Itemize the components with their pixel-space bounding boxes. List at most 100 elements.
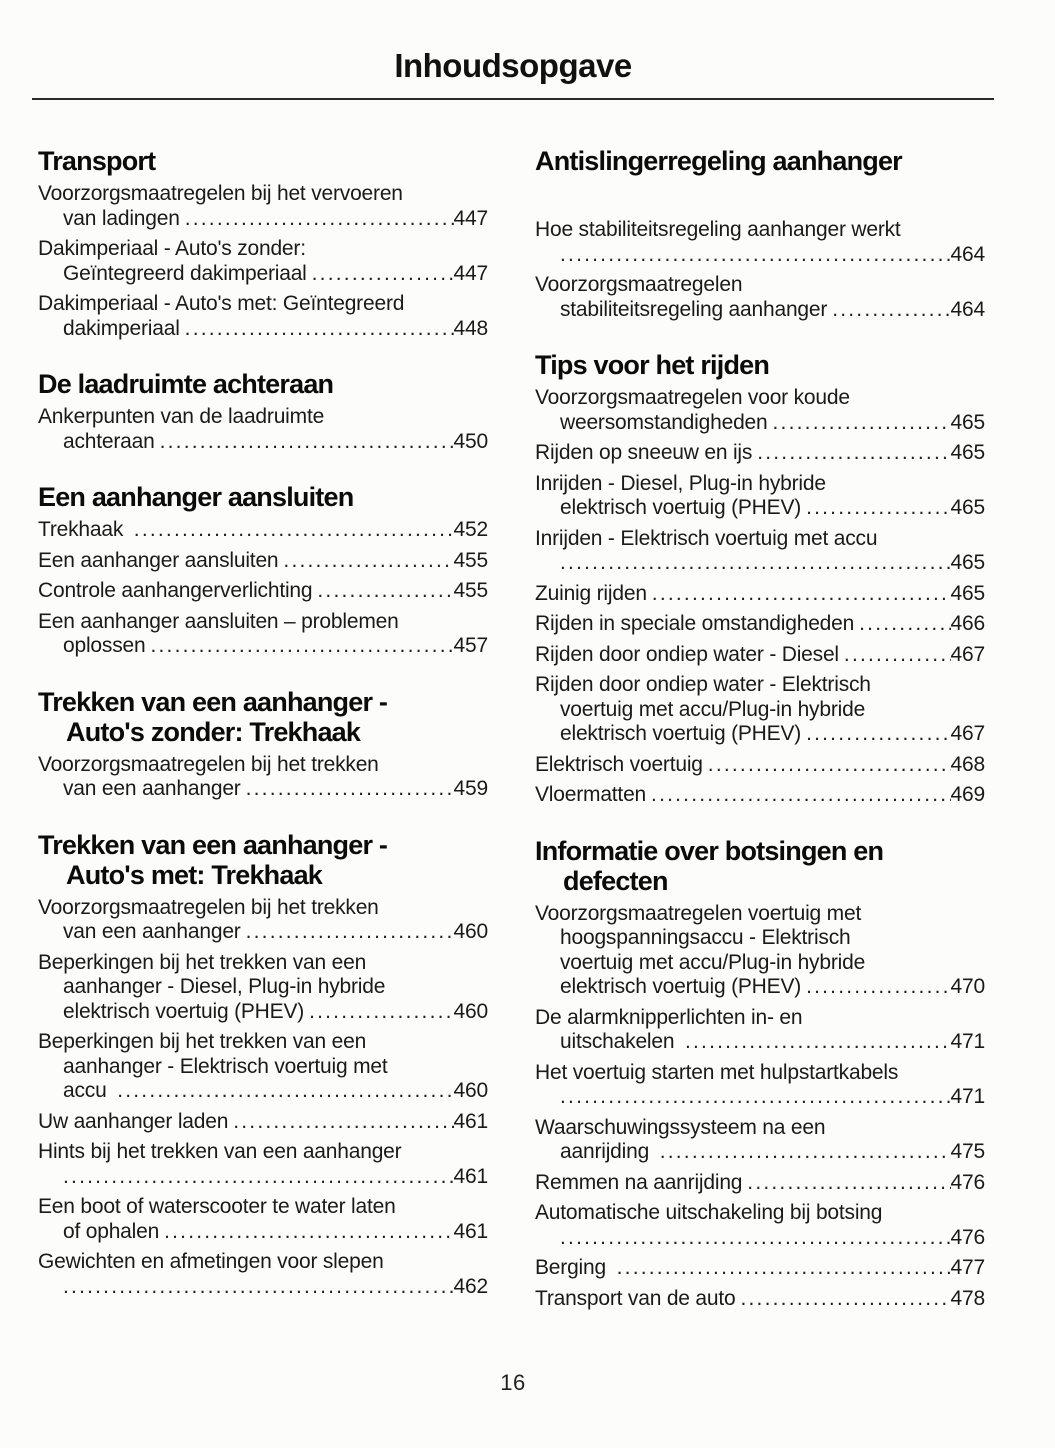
- toc-entry: Automatische uitschakeling bij botsing..…: [535, 1201, 985, 1250]
- toc-entry-text: weersomstandigheden: [560, 410, 768, 434]
- page-ref: 465: [950, 496, 986, 519]
- dot-leader: ........................................…: [309, 999, 454, 1023]
- toc-entry: Beperkingen bij het trekken van een aanha…: [38, 1030, 488, 1104]
- toc-section-heading: Transport: [38, 146, 488, 176]
- toc-section-heading-line: Auto's zonder: Trekhaak: [66, 716, 361, 747]
- toc-entry-text: Dakimperiaal - Auto's zonder:: [38, 237, 306, 260]
- toc-entry-text: Trekhaak: [38, 518, 129, 541]
- page-ref: 478: [950, 1286, 986, 1310]
- toc-column-right: Antislingerregeling aanhanger Hoe stabili…: [535, 146, 985, 1311]
- toc-section-heading: Een aanhanger aansluiten: [38, 482, 488, 512]
- dot-leader: ........................................…: [184, 206, 454, 230]
- page-ref: 448: [453, 316, 489, 340]
- title-divider: [32, 98, 994, 100]
- toc-entry-text: Een aanhanger aansluiten – problemen: [38, 609, 399, 633]
- toc-entry-text: van een aanhanger: [63, 920, 241, 943]
- dot-leader: ........................................…: [311, 261, 454, 285]
- toc-section: De laadruimte achteraan Ankerpunten van d…: [38, 369, 488, 454]
- toc-entry: Zuinig rijden...........................…: [535, 582, 985, 607]
- toc-entry-line: van een aanhanger.......................…: [38, 777, 488, 802]
- page-ref: 461: [453, 1164, 489, 1188]
- toc-entry-line: Inrijden - Diesel, Plug-in hybride: [535, 472, 985, 497]
- toc-section-heading: Tips voor het rijden: [535, 350, 985, 380]
- toc-entry-line: of ophalen..............................…: [38, 1220, 488, 1245]
- dot-leader: ........................................…: [560, 242, 951, 266]
- toc-entry-text: elektrisch voertuig (PHEV): [560, 975, 802, 998]
- toc-entry: Elektrisch voertuig.....................…: [535, 753, 985, 778]
- toc-entry-line: De alarmknipperlichten in- en: [535, 1006, 985, 1031]
- page-ref: 455: [453, 579, 489, 602]
- toc-entry-text: Een aanhanger aansluiten: [38, 548, 279, 572]
- toc-entry-line: stabiliteitsregeling aanhanger..........…: [535, 298, 985, 323]
- toc-entry-text: Waarschuwingssysteem na een: [535, 1115, 826, 1139]
- toc-entry-text: Transport van de auto: [535, 1286, 736, 1310]
- dot-leader: ........................................…: [560, 551, 951, 574]
- toc-entry-text: Controle aanhangerverlichting: [38, 579, 313, 602]
- dot-leader: ........................................…: [806, 496, 951, 519]
- dot-leader: ........................................…: [233, 1109, 453, 1133]
- page-ref: 471: [950, 1030, 986, 1053]
- toc-entry: Controle aanhangerverlichting...........…: [38, 579, 488, 604]
- toc-entry-text: Een boot of waterscooter te water laten: [38, 1195, 396, 1218]
- toc-entry-line: elektrisch voertuig (PHEV)..............…: [38, 1000, 488, 1025]
- toc-entry: Hints bij het trekken van een aanhanger.…: [38, 1140, 488, 1189]
- dot-leader: ........................................…: [560, 1085, 951, 1108]
- toc-entry-line: Rijden door ondiep water - Elektrisch: [535, 673, 985, 698]
- toc-entry-text: Voorzorgsmaatregelen bij het trekken: [38, 752, 379, 776]
- page-number: 16: [500, 1370, 526, 1395]
- toc-entry-line: van ladingen............................…: [38, 207, 488, 232]
- toc-entry-text: Voorzorgsmaatregelen voor koude: [535, 386, 850, 409]
- page-ref: 471: [950, 1085, 986, 1108]
- toc-entry: Ankerpunten van de laadruimte achteraan..…: [38, 405, 488, 454]
- toc-entry-text: elektrisch voertuig (PHEV): [560, 496, 802, 519]
- toc-entry-line: uitschakelen ...........................…: [535, 1030, 985, 1055]
- toc-entry: Inrijden - Diesel, Plug-in hybride elektr…: [535, 472, 985, 521]
- toc-entry: Berging ................................…: [535, 1256, 985, 1281]
- toc-section: Trekken van een aanhanger - Auto's met: T…: [38, 830, 488, 1300]
- dot-leader: ........................................…: [707, 752, 951, 776]
- toc-entry-line: Voorzorgsmaatregelen voor koude: [535, 386, 985, 411]
- toc-section: Antislingerregeling aanhanger Hoe stabili…: [535, 146, 985, 322]
- toc-entry: Dakimperiaal - Auto's met: Geïntegreerd d…: [38, 292, 488, 341]
- toc-entry-line: Voorzorgsmaatregelen voertuig met: [535, 902, 985, 927]
- toc-entry-line: ........................................…: [535, 1085, 985, 1110]
- toc-entry-line: Hoe stabiliteitsregeling aanhanger werkt: [535, 218, 985, 243]
- toc-entry-line: Rijden door ondiep water - Diesel.......…: [535, 643, 985, 668]
- toc-entry: Rijden op sneeuw en ijs.................…: [535, 441, 985, 466]
- toc-entry-text: Inrijden - Elektrisch voertuig met accu: [535, 526, 878, 550]
- toc-entry-text: Inrijden - Diesel, Plug-in hybride: [535, 471, 826, 495]
- toc-entry-line: Dakimperiaal - Auto's met: Geïntegreerd: [38, 292, 488, 317]
- toc-entry: Dakimperiaal - Auto's zonder: Geïntegreer…: [38, 237, 488, 286]
- toc-section-heading: Informatie over botsingen en defecten: [535, 836, 985, 896]
- dot-leader: ........................................…: [317, 579, 454, 602]
- toc-section: Een aanhanger aansluiten Trekhaak .......…: [38, 482, 488, 659]
- dot-leader: ........................................…: [651, 783, 951, 806]
- page-ref: 466: [950, 612, 986, 635]
- toc-entry-line: ........................................…: [535, 1226, 985, 1251]
- toc-entry-text: Beperkingen bij het trekken van een: [38, 950, 367, 974]
- dot-leader: ........................................…: [832, 297, 950, 321]
- toc-section-heading-line: defecten: [563, 865, 668, 896]
- toc-entry-text: stabiliteitsregeling aanhanger: [560, 297, 828, 321]
- toc-entry: Waarschuwingssysteem na een aanrijding ..…: [535, 1116, 985, 1165]
- dot-leader: ........................................…: [245, 920, 454, 943]
- toc-entry-text: dakimperiaal: [63, 316, 180, 340]
- toc-entry-line: Zuinig rijden...........................…: [535, 582, 985, 607]
- toc-entry-text: Voorzorgsmaatregelen bij het trekken: [38, 895, 379, 919]
- toc-section-heading-line: Antislingerregeling aanhanger: [535, 146, 903, 176]
- toc-entry-line: Inrijden - Elektrisch voertuig met accu: [535, 527, 985, 552]
- toc-entry-line: Gewichten en afmetingen voor slepen: [38, 1250, 488, 1275]
- toc-section-heading-line: Tips voor het rijden: [535, 350, 770, 380]
- toc-entry-line: voertuig met accu/Plug-in hybride: [535, 951, 985, 976]
- dot-leader: ........................................…: [560, 1225, 951, 1249]
- dot-leader: ........................................…: [184, 316, 454, 340]
- toc-entry-line: Berging ................................…: [535, 1256, 985, 1281]
- toc-entry-line: Een boot of waterscooter te water laten: [38, 1195, 488, 1220]
- toc-entry-line: Rijden op sneeuw en ijs.................…: [535, 441, 985, 466]
- toc-entry: Rijden door ondiep water - Elektrisch voe…: [535, 673, 985, 747]
- page-ref: 447: [453, 206, 489, 230]
- toc-entry: Rijden in speciale omstandigheden.......…: [535, 612, 985, 637]
- toc-entry-line: Hints bij het trekken van een aanhanger: [38, 1140, 488, 1165]
- toc-entry-text: Zuinig rijden: [535, 581, 647, 605]
